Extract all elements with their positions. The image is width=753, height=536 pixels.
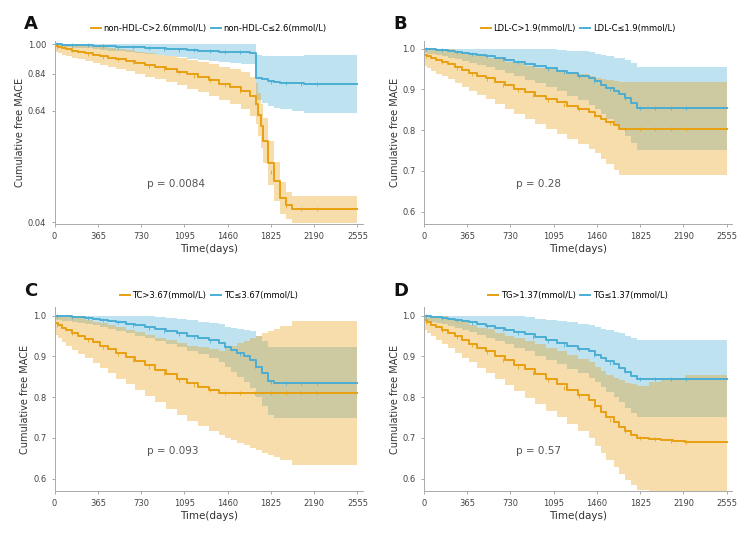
X-axis label: Time(days): Time(days) [180,511,238,521]
Text: A: A [24,15,38,33]
Text: D: D [393,282,408,300]
Text: B: B [393,15,407,33]
Text: p = 0.57: p = 0.57 [517,445,561,456]
Text: p = 0.0084: p = 0.0084 [147,178,205,189]
Text: p = 0.28: p = 0.28 [517,178,561,189]
Text: C: C [24,282,37,300]
X-axis label: Time(days): Time(days) [549,244,607,254]
X-axis label: Time(days): Time(days) [180,244,238,254]
Y-axis label: Cumulative free MACE: Cumulative free MACE [15,78,25,187]
Y-axis label: Cumulative free MACE: Cumulative free MACE [389,78,400,187]
Legend: TG>1.37(mmol/L), TG≤1.37(mmol/L): TG>1.37(mmol/L), TG≤1.37(mmol/L) [485,288,671,303]
X-axis label: Time(days): Time(days) [549,511,607,521]
Text: p = 0.093: p = 0.093 [147,445,199,456]
Legend: TC>3.67(mmol/L), TC≤3.67(mmol/L): TC>3.67(mmol/L), TC≤3.67(mmol/L) [117,288,301,303]
Legend: LDL-C>1.9(mmol/L), LDL-C≤1.9(mmol/L): LDL-C>1.9(mmol/L), LDL-C≤1.9(mmol/L) [477,21,678,36]
Y-axis label: Cumulative free MACE: Cumulative free MACE [389,345,400,453]
Legend: non-HDL-C>2.6(mmol/L), non-HDL-C≤2.6(mmol/L): non-HDL-C>2.6(mmol/L), non-HDL-C≤2.6(mmo… [87,21,330,36]
Y-axis label: Cumulative free MACE: Cumulative free MACE [20,345,30,453]
